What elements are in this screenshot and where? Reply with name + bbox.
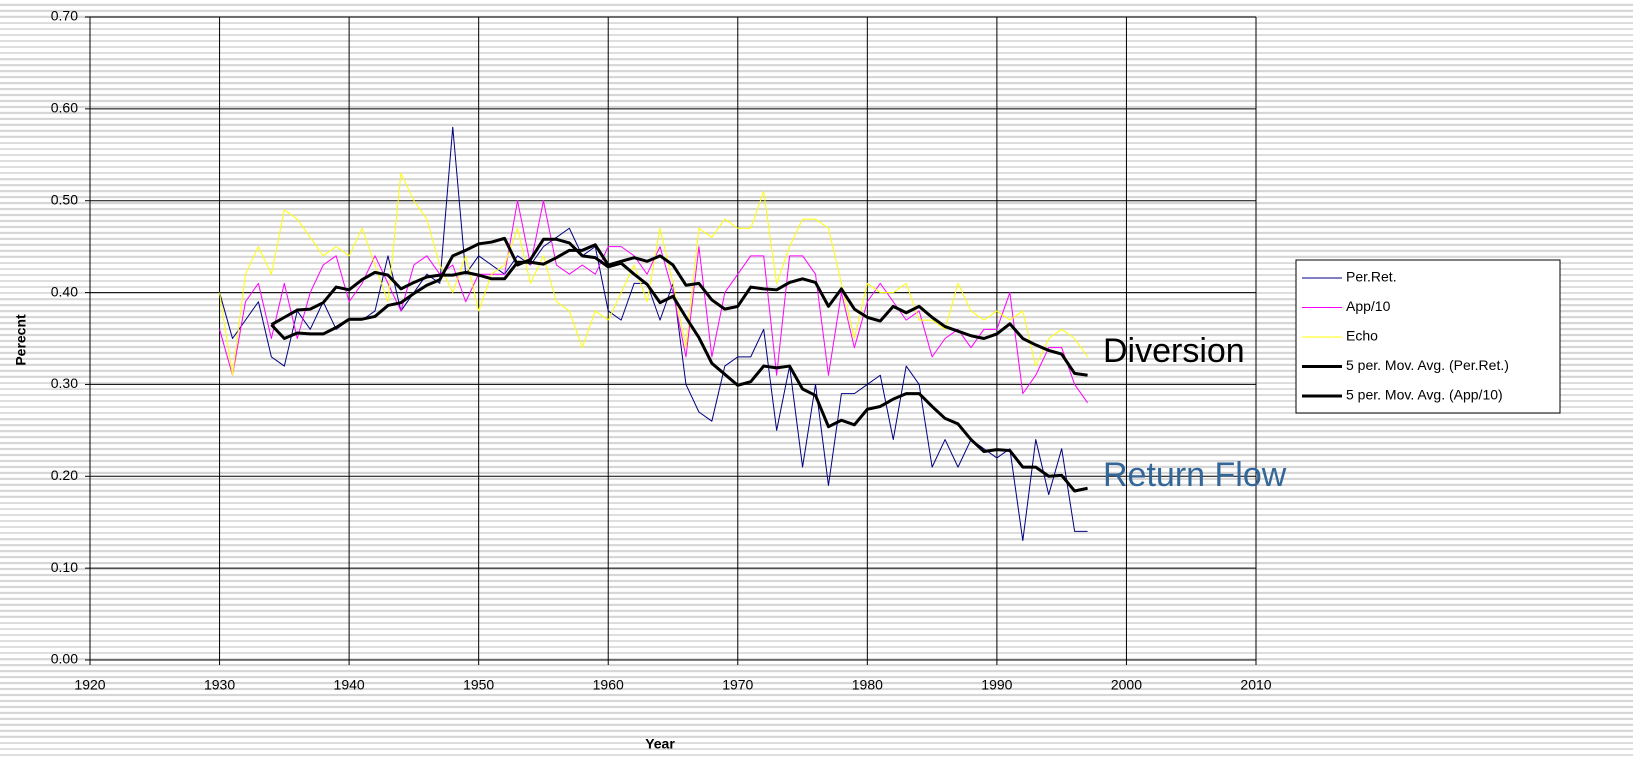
legend-label: App/10: [1346, 298, 1391, 314]
legend-label: 5 per. Mov. Avg. (Per.Ret.): [1346, 357, 1509, 373]
x-axis-label: Year: [645, 736, 675, 752]
x-tick-label: 2010: [1240, 677, 1271, 693]
legend-label: 5 per. Mov. Avg. (App/10): [1346, 387, 1503, 403]
x-tick-label: 1940: [334, 677, 365, 693]
x-tick-label: 2000: [1111, 677, 1142, 693]
y-axis-label: Perecnt: [13, 314, 29, 366]
y-tick-label: 0.10: [51, 559, 78, 575]
legend-label: Per.Ret.: [1346, 269, 1397, 285]
series-line: [270, 236, 1088, 493]
x-tick-label: 1920: [74, 677, 105, 693]
y-tick-label: 0.20: [51, 467, 78, 483]
y-tick-label: 0.50: [51, 191, 78, 207]
legend-label: Echo: [1346, 328, 1378, 344]
x-tick-label: 1950: [463, 677, 494, 693]
y-tick-label: 0.40: [51, 283, 78, 299]
x-tick-label: 1930: [204, 677, 235, 693]
annotation: Diversion: [1103, 332, 1245, 370]
series-line: [219, 126, 1088, 542]
y-tick-label: 0.70: [51, 8, 78, 24]
y-tick-label: 0.00: [51, 651, 78, 667]
x-tick-label: 1990: [981, 677, 1012, 693]
x-tick-label: 1970: [722, 677, 753, 693]
y-tick-label: 0.60: [51, 100, 78, 116]
series-line: [219, 172, 1088, 376]
series-line: [270, 243, 1088, 377]
x-tick-label: 1960: [593, 677, 624, 693]
x-tick-label: 1980: [852, 677, 883, 693]
annotation: Return Flow: [1103, 456, 1287, 494]
y-tick-label: 0.30: [51, 375, 78, 391]
